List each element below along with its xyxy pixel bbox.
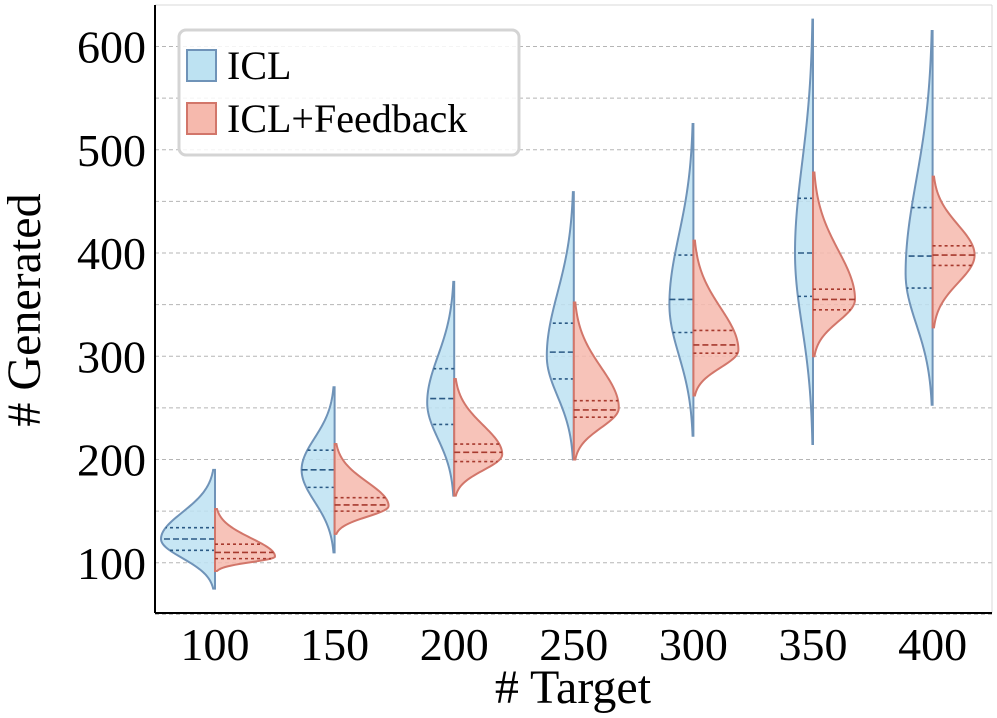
violin-feedback-400: [931, 175, 976, 329]
y-tick-labels: 100 200 300 400 500 600: [77, 22, 146, 589]
violin-feedback-300: [692, 239, 740, 397]
x-tick-label: 350: [779, 619, 848, 670]
x-tick-label: 300: [659, 619, 728, 670]
legend: ICL ICL+Feedback: [177, 28, 521, 157]
violin-icl-200: [426, 280, 456, 497]
violin-icl-250: [545, 191, 575, 461]
x-tick-labels: 100 150 200 250 300 350 400: [181, 619, 968, 670]
violin-icl-400: [904, 30, 934, 406]
y-tick-label: 600: [77, 22, 146, 73]
x-tick-label: 200: [420, 619, 489, 670]
violin-icl-350: [793, 18, 814, 446]
x-axis-title: # Target: [495, 661, 652, 714]
axes: [154, 4, 993, 614]
x-tick-label: 150: [300, 619, 369, 670]
violin-feedback-200: [453, 377, 504, 497]
legend-label: ICL+Feedback: [227, 96, 467, 141]
violin-feedback-100: [214, 508, 277, 573]
x-tick-label: 400: [898, 619, 967, 670]
y-axis-title: # Generated: [0, 193, 51, 426]
legend-label: ICL: [227, 43, 291, 88]
violin-icl-300: [668, 122, 695, 437]
x-tick-label: 100: [181, 619, 250, 670]
y-tick-label: 500: [77, 125, 146, 176]
violin-feedback-350: [812, 171, 856, 358]
violin-plots: [160, 18, 976, 590]
y-tick-label: 300: [77, 331, 146, 382]
y-tick-label: 100: [77, 538, 146, 589]
legend-swatch-feedback: [186, 102, 217, 135]
violin-icl-150: [300, 386, 336, 554]
legend-swatch-icl: [186, 49, 217, 82]
violin-feedback-250: [572, 301, 620, 461]
y-tick-label: 400: [77, 228, 146, 279]
violin-icl-100: [160, 468, 216, 590]
legend-box: [177, 28, 521, 157]
y-tick-label: 200: [77, 435, 146, 486]
violin-feedback-150: [333, 443, 390, 535]
x-tick-label: 250: [539, 619, 608, 670]
